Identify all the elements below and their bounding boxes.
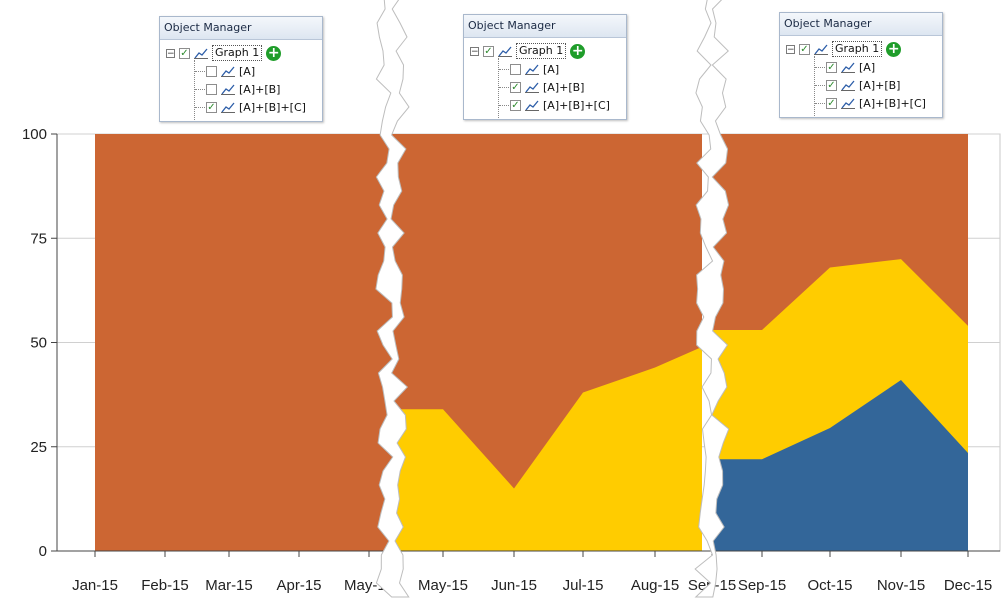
series-label: [A] xyxy=(543,62,560,76)
object-manager-panel-3: Object Manager − ✓ Graph 1 + ✓ [A] ✓ [A]… xyxy=(779,12,943,118)
series-checkbox[interactable]: ✓ xyxy=(826,97,837,109)
series-label: [A]+[B]+[C] xyxy=(239,100,306,114)
series-checkbox[interactable]: ✓ xyxy=(826,79,837,91)
graph-icon xyxy=(498,46,512,57)
series-icon xyxy=(525,100,539,111)
object-manager-title: Object Manager xyxy=(160,17,322,40)
series-label: [A] xyxy=(239,64,256,78)
y-tick-label: 50 xyxy=(30,335,47,352)
x-tick-label: Feb-15 xyxy=(141,577,189,594)
series-icon xyxy=(525,82,539,93)
series-label: [A]+[B] xyxy=(859,78,901,92)
x-tick-label: Nov-15 xyxy=(877,577,925,594)
series-checkbox[interactable] xyxy=(206,83,217,95)
object-tree: − ✓ Graph 1 + [A] ✓ [A]+[B] ✓ [A]+[B]+[C… xyxy=(464,38,626,119)
panel-3 xyxy=(712,134,968,551)
y-tick-label: 75 xyxy=(30,230,47,247)
series-icon xyxy=(841,80,855,91)
graph-checkbox[interactable]: ✓ xyxy=(483,45,494,57)
x-tick-label: Dec-15 xyxy=(944,577,992,594)
torn-divider-2 xyxy=(694,0,730,598)
series-label: [A]+[B]+[C] xyxy=(859,96,926,110)
collapse-icon[interactable]: − xyxy=(470,46,479,57)
series-checkbox[interactable]: ✓ xyxy=(510,99,521,111)
series-label: [A]+[B]+[C] xyxy=(543,98,610,112)
series-icon xyxy=(525,64,539,75)
series-icon xyxy=(221,66,235,77)
object-manager-panel-1: Object Manager − ✓ Graph 1 + [A] [A]+[B]… xyxy=(159,16,323,122)
panel-2 xyxy=(392,134,712,551)
series-icon xyxy=(221,102,235,113)
add-icon[interactable]: + xyxy=(886,40,902,57)
object-manager-title: Object Manager xyxy=(464,15,626,38)
graph-node[interactable]: − ✓ Graph 1 + xyxy=(470,42,626,60)
x-tick-label: Jul-15 xyxy=(563,577,604,594)
series-icon xyxy=(841,98,855,109)
series-checkbox[interactable]: ✓ xyxy=(826,61,837,73)
y-tick-label: 25 xyxy=(30,439,47,456)
series-item[interactable]: [A] xyxy=(166,62,322,80)
series-item[interactable]: ✓ [A]+[B] xyxy=(470,78,626,96)
graph-name[interactable]: Graph 1 xyxy=(832,41,883,57)
series-icon xyxy=(221,84,235,95)
object-tree: − ✓ Graph 1 + ✓ [A] ✓ [A]+[B] ✓ [A]+[B]+… xyxy=(780,36,942,117)
add-icon[interactable]: + xyxy=(266,44,282,61)
graph-icon xyxy=(814,44,828,55)
graph-node[interactable]: − ✓ Graph 1 + xyxy=(786,40,942,58)
graph-node[interactable]: − ✓ Graph 1 + xyxy=(166,44,322,62)
area-series-c xyxy=(95,134,392,551)
collapse-icon[interactable]: − xyxy=(166,48,175,59)
graph-checkbox[interactable]: ✓ xyxy=(799,43,810,55)
x-tick-label: Sep-15 xyxy=(738,577,786,594)
graph-icon xyxy=(194,48,208,59)
graph-checkbox[interactable]: ✓ xyxy=(179,47,190,59)
x-tick-label: May-15 xyxy=(418,577,468,594)
series-icon xyxy=(841,62,855,73)
y-tick-label: 100 xyxy=(22,126,47,143)
y-tick-label: 0 xyxy=(39,543,47,560)
torn-divider-1 xyxy=(375,0,410,598)
series-checkbox[interactable] xyxy=(206,65,217,77)
graph-name[interactable]: Graph 1 xyxy=(212,45,263,61)
series-label: [A]+[B] xyxy=(239,82,281,96)
series-item[interactable]: ✓ [A]+[B]+[C] xyxy=(470,96,626,114)
series-item[interactable]: ✓ [A]+[B]+[C] xyxy=(166,98,322,116)
x-tick-label: Oct-15 xyxy=(807,577,852,594)
series-label: [A]+[B] xyxy=(543,80,585,94)
axis-layer: 0 25 50 75 100 Jan-15 Feb-15 Mar-15 Apr-15 May-15… xyxy=(22,126,1000,594)
x-tick-label: Jun-15 xyxy=(491,577,537,594)
series-checkbox[interactable]: ✓ xyxy=(206,101,217,113)
series-checkbox[interactable]: ✓ xyxy=(510,81,521,93)
series-item[interactable]: ✓ [A]+[B] xyxy=(786,76,942,94)
panel-1 xyxy=(95,134,392,551)
series-label: [A] xyxy=(859,60,876,74)
area-series-b xyxy=(392,342,712,551)
torn-paper-dividers xyxy=(375,0,730,598)
object-manager-title: Object Manager xyxy=(780,13,942,36)
series-item[interactable]: ✓ [A]+[B]+[C] xyxy=(786,94,942,112)
series-item[interactable]: [A] xyxy=(470,60,626,78)
x-tick-label: Mar-15 xyxy=(205,577,253,594)
object-tree: − ✓ Graph 1 + [A] [A]+[B] ✓ [A]+[B]+[C] xyxy=(160,40,322,121)
collapse-icon[interactable]: − xyxy=(786,44,795,55)
graph-name[interactable]: Graph 1 xyxy=(516,43,567,59)
x-tick-label: Jan-15 xyxy=(72,577,118,594)
object-manager-panel-2: Object Manager − ✓ Graph 1 + [A] ✓ [A]+[… xyxy=(463,14,627,120)
area-series-a xyxy=(712,380,968,551)
x-tick-label: Apr-15 xyxy=(276,577,321,594)
x-tick-label: Aug-15 xyxy=(631,577,679,594)
series-item[interactable]: [A]+[B] xyxy=(166,80,322,98)
series-checkbox[interactable] xyxy=(510,63,521,75)
area-layer xyxy=(95,134,968,551)
add-icon[interactable]: + xyxy=(570,42,586,59)
series-item[interactable]: ✓ [A] xyxy=(786,58,942,76)
